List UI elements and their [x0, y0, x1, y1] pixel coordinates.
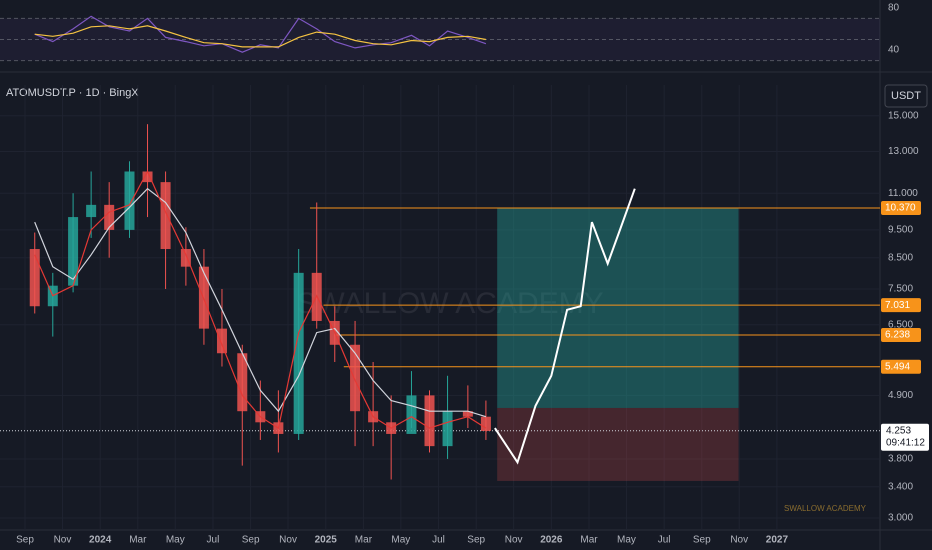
level-tag: [881, 328, 921, 343]
x-tick-label: Nov: [730, 535, 748, 546]
level-tag: [881, 200, 921, 215]
candle-body: [124, 171, 135, 230]
candle-body: [293, 272, 304, 434]
candle-body: [462, 411, 473, 417]
candle-body: [29, 249, 40, 307]
x-tick-label: Jul: [432, 535, 445, 546]
y-tick-label: 3.800: [888, 454, 913, 465]
last-price-tag: [881, 423, 929, 451]
candle-body: [216, 328, 227, 354]
x-tick-label: May: [391, 535, 410, 546]
level-tag: [881, 298, 921, 313]
y-tick-label: 6.500: [888, 319, 913, 330]
y-tick-label: 3.400: [888, 481, 913, 492]
candle-body: [104, 204, 115, 230]
x-tick-label: Nov: [505, 535, 523, 546]
projection-path: [494, 188, 636, 465]
level-tag: [881, 359, 921, 374]
candle-body: [350, 344, 361, 412]
rsi-line: [34, 15, 487, 53]
candle-body: [160, 182, 171, 250]
candle-body: [237, 353, 248, 412]
y-tick-label: 8.500: [888, 252, 913, 263]
candle-body: [180, 249, 191, 267]
rsi-tick-label: 40: [888, 45, 900, 56]
x-tick-label: Sep: [693, 535, 711, 546]
x-tick-label: Nov: [279, 535, 297, 546]
rsi-line: [34, 25, 487, 48]
last-price-label: 4.253: [886, 425, 911, 436]
x-tick-label: Mar: [129, 535, 147, 546]
candle-body: [198, 266, 209, 329]
rsi-tick-label: 80: [888, 2, 900, 13]
x-tick-label: Jul: [207, 535, 220, 546]
level-label: 10.370: [885, 203, 916, 214]
x-tick-label: 2025: [315, 535, 338, 546]
watermark: SWALLOW ACADEMY: [296, 287, 603, 320]
y-tick-label: 13.000: [888, 146, 919, 157]
y-tick-label: 9.500: [888, 225, 913, 236]
currency-box[interactable]: [884, 84, 928, 108]
x-tick-label: May: [617, 535, 636, 546]
moving-average: [34, 187, 487, 418]
symbol-title: ATOMUSDT.P · 1D · BingX: [6, 87, 139, 99]
level-label: 5.494: [885, 361, 910, 372]
x-tick-label: Mar: [580, 535, 598, 546]
footer-brand: SWALLOW ACADEMY: [784, 504, 867, 513]
candle-body: [86, 204, 97, 218]
y-tick-label: 15.000: [888, 110, 919, 121]
x-tick-label: 2027: [766, 535, 789, 546]
x-tick-label: Jul: [658, 535, 671, 546]
x-tick-label: Mar: [355, 535, 373, 546]
target-zone: [497, 207, 739, 408]
y-tick-label: 11.000: [888, 188, 918, 199]
x-tick-label: Sep: [16, 535, 34, 546]
x-tick-label: Sep: [242, 535, 260, 546]
level-label: 6.238: [885, 330, 910, 341]
y-tick-label: 7.500: [888, 284, 913, 295]
x-tick-label: 2024: [89, 535, 112, 546]
candle-body: [406, 395, 417, 434]
candle-body: [142, 171, 153, 183]
candle-body: [442, 411, 453, 447]
candle-body: [424, 395, 435, 447]
candle-body: [480, 416, 491, 431]
y-tick-label: 4.900: [888, 390, 913, 401]
candle-body: [68, 217, 79, 286]
stop-zone: [497, 407, 739, 481]
x-tick-label: May: [166, 535, 185, 546]
x-tick-label: 2026: [540, 535, 563, 546]
x-tick-label: Sep: [467, 535, 485, 546]
y-tick-label: 3.000: [888, 513, 913, 524]
currency: USDT: [891, 90, 921, 102]
moving-average: [34, 170, 487, 430]
x-tick-label: Nov: [54, 535, 72, 546]
level-label: 7.031: [885, 300, 910, 311]
countdown: 09:41:12: [886, 437, 925, 448]
